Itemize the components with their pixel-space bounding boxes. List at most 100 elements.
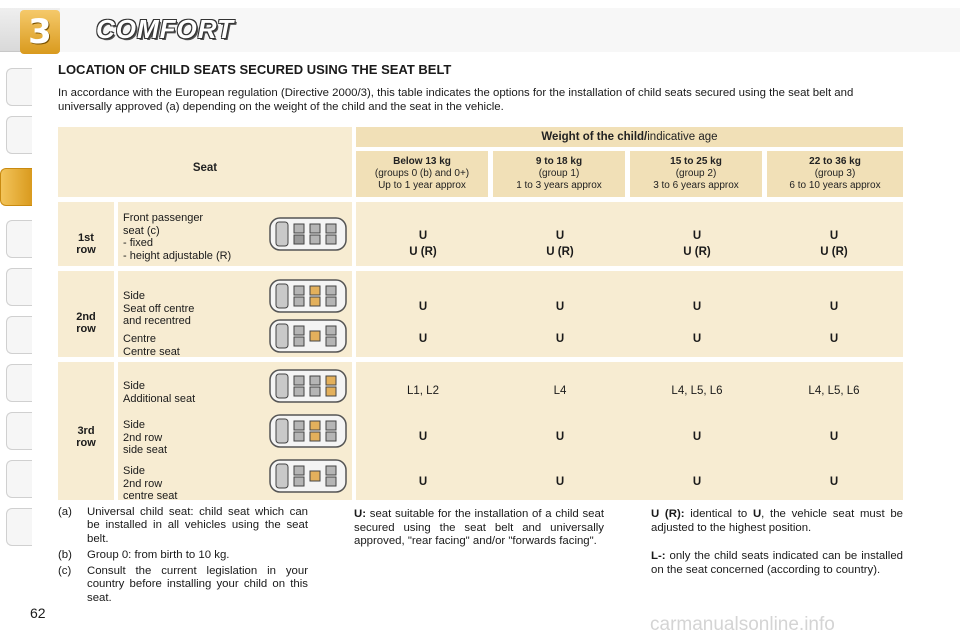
- row-3-additional-value-1: L1, L2: [407, 385, 439, 397]
- chapter-tab-7[interactable]: [6, 364, 32, 402]
- seat-desc-line: centre seat: [123, 490, 178, 502]
- footnote-text: Consult the current legislation in your …: [87, 565, 308, 604]
- seat-desc-line: 2nd row: [123, 477, 163, 490]
- chapter-title: COMFORT: [96, 14, 234, 44]
- row-3-additional-value-2: L4: [553, 385, 567, 397]
- footnote-key: (c): [58, 565, 72, 578]
- row-2-centre-value-3: U: [692, 333, 702, 345]
- row-2-centre-value-2: U: [555, 333, 565, 345]
- legend-l-key: L-:: [651, 550, 666, 562]
- car-seat-diagram-icon: [269, 217, 347, 251]
- seat-header-cell: Seat: [58, 127, 352, 197]
- seat-desc-line: Side: [123, 419, 146, 431]
- seat-desc-line: Centre: [123, 333, 157, 345]
- row-3-values: L1, L2 L4 L4, L5, L6 L4, L5, L6 U U U U …: [356, 362, 903, 500]
- legend-u-key: U:: [354, 508, 367, 520]
- weight-header: Weight of the child/indicative age: [356, 131, 903, 143]
- seat-desc-line: Front passenger: [123, 212, 204, 224]
- legend-u-text: seat suitable for the installation of a …: [354, 508, 604, 547]
- chapter-tab-2[interactable]: [6, 116, 32, 154]
- seat-desc-line: and recentred: [123, 315, 191, 327]
- chapter-number-badge: 3: [20, 10, 60, 54]
- row-3-side-value-2: U: [555, 431, 565, 443]
- legend-u-r: U (R): identical to U, the vehicle seat …: [651, 508, 903, 535]
- legend-u-r-text-2: , the vehicle seat must be adjusted to t…: [651, 508, 903, 534]
- footnotes-list: (a) Universal child seat: child seat whic…: [58, 506, 308, 608]
- row-3-centre-value-2: U: [555, 476, 565, 488]
- row-1-label-row: row: [76, 244, 96, 256]
- footnote-c: (c) Consult the current legislation in yo…: [58, 565, 308, 605]
- group-1-age: Up to 1 year approx: [378, 180, 466, 191]
- group-3-groups: (group 2): [675, 168, 717, 179]
- chapter-tab-4[interactable]: [6, 220, 32, 258]
- chapter-tab-6[interactable]: [6, 316, 32, 354]
- chapter-tab-10[interactable]: [6, 508, 32, 546]
- seat-desc-line: 2nd row: [123, 431, 163, 444]
- group-2-age: 1 to 3 years approx: [516, 180, 602, 191]
- row-3-additional-value-3: L4, L5, L6: [671, 385, 723, 397]
- seat-cell-row-3: Side Additional seat Side 2nd row side s…: [118, 362, 352, 502]
- group-2-weight: 9 to 18 kg: [535, 156, 583, 167]
- car-seat-diagram-icon: [269, 369, 347, 403]
- chapter-tab-5[interactable]: [6, 268, 32, 306]
- row-2-side-value-2: U: [555, 301, 565, 313]
- seat-header: Seat: [192, 162, 218, 174]
- footnote-key: (b): [58, 548, 72, 561]
- seat-desc-line: seat (c): [123, 224, 160, 237]
- car-seat-diagram-icon: [269, 319, 347, 353]
- row-2-values: U U U U U U U U: [356, 271, 903, 357]
- seat-desc-line: side seat: [123, 444, 168, 456]
- footnote-key: (a): [58, 506, 72, 518]
- seat-desc-line: Additional seat: [123, 392, 196, 405]
- seat-cell-front-passenger: Front passenger seat (c) - fixed - heigh…: [118, 202, 352, 266]
- footnote-a: (a) Universal child seat: child seat whic…: [58, 506, 308, 546]
- row-3-label-row: row: [76, 437, 96, 449]
- seat-desc-line: Side: [123, 290, 146, 302]
- row-2-side-value-3: U: [692, 301, 702, 313]
- weight-header-cell: Weight of the child/indicative age: [356, 127, 903, 147]
- legend-u-r-key: U (R):: [651, 508, 685, 520]
- row-1-label-cell: 1st row: [58, 202, 114, 266]
- seat-desc-line: - height adjustable (R): [123, 249, 232, 262]
- group-1-weight: Below 13 kg: [393, 156, 451, 167]
- car-seat-diagram-icon: [269, 459, 347, 493]
- car-seat-diagram-icon: [269, 279, 347, 313]
- seat-cell-row-2: Side Seat off centre and recentred Centr…: [118, 271, 352, 358]
- footnote-text: Group 0: from birth to 10 kg.: [87, 548, 230, 561]
- row-1-value-3: U: [692, 230, 702, 242]
- row-2-label: 2nd: [76, 311, 96, 323]
- chapter-tab-1[interactable]: [6, 68, 32, 106]
- footnote-text: Universal child seat: child seat which c…: [87, 506, 308, 545]
- row-3-side-value-3: U: [692, 431, 702, 443]
- row-3-label: 3rd: [77, 425, 95, 437]
- seat-desc-line: Side: [123, 380, 146, 392]
- group-4-groups: (group 3): [814, 168, 856, 179]
- legend-u: U: seat suitable for the installation of…: [354, 508, 604, 549]
- row-1-value-1: U: [418, 230, 428, 242]
- group-3-age: 3 to 6 years approx: [653, 180, 739, 191]
- legend-u-r-text: identical to: [690, 508, 748, 520]
- group-4-age: 6 to 10 years approx: [789, 180, 881, 191]
- chapter-tabs: [0, 60, 32, 580]
- row-1-value-r-2: U (R): [546, 246, 574, 258]
- chapter-tab-9[interactable]: [6, 460, 32, 498]
- seat-desc-line: Seat off centre: [123, 302, 195, 315]
- row-3-label-cell: 3rd row: [58, 362, 114, 500]
- row-1-value-r-3: U (R): [683, 246, 711, 258]
- group-3-weight: 15 to 25 kg: [670, 156, 722, 167]
- group-cell-3: 15 to 25 kg (group 2) 3 to 6 years appro…: [630, 151, 762, 197]
- legend-l-text: only the child seats indicated can be in…: [651, 550, 903, 576]
- header-background: [60, 8, 960, 52]
- group-cell-4: 22 to 36 kg (group 3) 6 to 10 years appr…: [767, 151, 903, 197]
- group-1-groups: (groups 0 (b) and 0+): [374, 168, 470, 179]
- group-cell-2: 9 to 18 kg (group 1) 1 to 3 years approx: [493, 151, 625, 197]
- legend-u-r-u: U: [752, 508, 762, 520]
- group-2-groups: (group 1): [538, 168, 580, 179]
- chapter-tab-3-active[interactable]: [0, 168, 32, 206]
- page-number: 62: [30, 605, 46, 621]
- row-3-side-value-4: U: [829, 431, 839, 443]
- chapter-tab-8[interactable]: [6, 412, 32, 450]
- intro-paragraph: In accordance with the European regulati…: [58, 87, 854, 113]
- row-2-label-cell: 2nd row: [58, 271, 114, 357]
- row-2-label-row: row: [76, 323, 96, 335]
